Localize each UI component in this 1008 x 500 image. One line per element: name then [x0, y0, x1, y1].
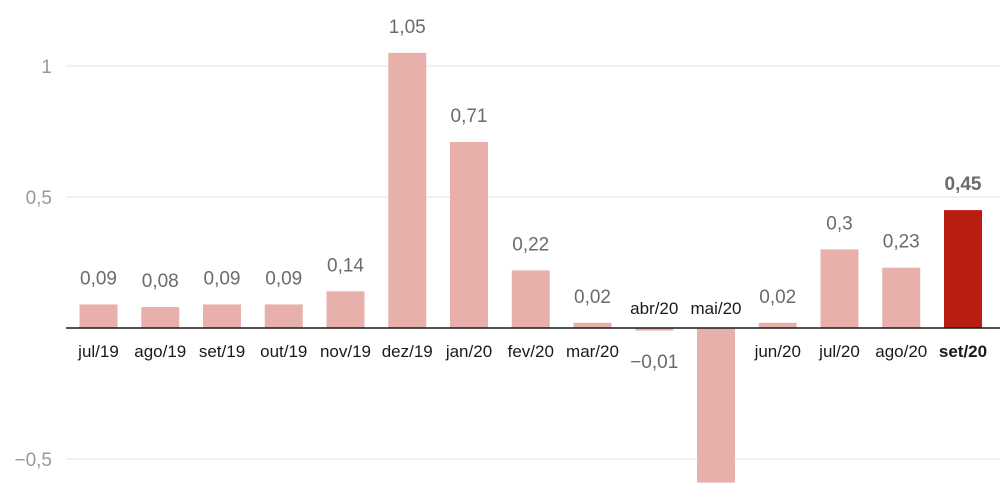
data-label: 0,09	[265, 268, 302, 289]
x-tick-label: ago/19	[134, 342, 186, 361]
y-tick-label: −0,5	[14, 450, 52, 471]
bar	[326, 291, 365, 328]
data-label: 0,02	[574, 287, 611, 308]
x-tick-label: mar/20	[566, 342, 619, 361]
x-tick-label: abr/20	[630, 299, 678, 318]
x-tick-label: set/20	[939, 342, 987, 361]
data-label: 0,08	[142, 271, 179, 292]
data-label: 0,09	[204, 268, 241, 289]
x-tick-label: ago/20	[875, 342, 927, 361]
bar	[573, 322, 612, 328]
x-axis-ticks: jul/19 ago/19 set/19 out/19 nov/19 dez/19 jan/…	[77, 299, 987, 361]
value-labels: 0,09 0,08 0,09 0,09 0,14 1,05 0,71 0,22 0,02 −0,0…	[80, 17, 982, 373]
x-tick-label: jul/19	[77, 342, 119, 361]
bar	[388, 52, 427, 329]
data-label: 0,3	[826, 213, 852, 234]
bar	[450, 141, 488, 328]
data-label: 0,23	[883, 232, 920, 253]
bar	[141, 307, 180, 328]
data-label: 0,14	[327, 255, 364, 276]
bar	[944, 210, 982, 328]
y-tick-label: 1	[41, 57, 52, 78]
x-tick-label: nov/19	[320, 342, 371, 361]
data-label: −0,01	[630, 352, 678, 373]
x-tick-label: out/19	[260, 342, 307, 361]
x-tick-label: jun/20	[754, 342, 801, 361]
bar	[882, 267, 921, 328]
data-label: 0,71	[451, 106, 488, 127]
y-axis-ticks: 1 0,5 −0,5	[14, 57, 52, 471]
x-tick-label: set/19	[199, 342, 245, 361]
x-tick-label: jan/20	[445, 342, 492, 361]
data-label: 0,22	[512, 234, 549, 255]
data-label: 0,02	[759, 287, 796, 308]
bar	[758, 322, 797, 328]
bar	[697, 328, 735, 483]
bar	[511, 270, 550, 328]
data-label: 1,05	[389, 17, 426, 38]
bar	[79, 304, 118, 328]
x-tick-label: mai/20	[690, 299, 741, 318]
data-label: 0,09	[80, 268, 117, 289]
bar	[635, 328, 674, 331]
data-label: 0,45	[945, 174, 982, 195]
x-tick-label: dez/19	[382, 342, 433, 361]
x-tick-label: jul/20	[818, 342, 860, 361]
bar	[203, 304, 241, 328]
bars	[79, 52, 982, 483]
bar	[820, 249, 859, 328]
bar	[264, 304, 303, 328]
y-tick-label: 0,5	[26, 188, 52, 209]
gridlines	[66, 65, 1000, 460]
x-tick-label: fev/20	[508, 342, 554, 361]
